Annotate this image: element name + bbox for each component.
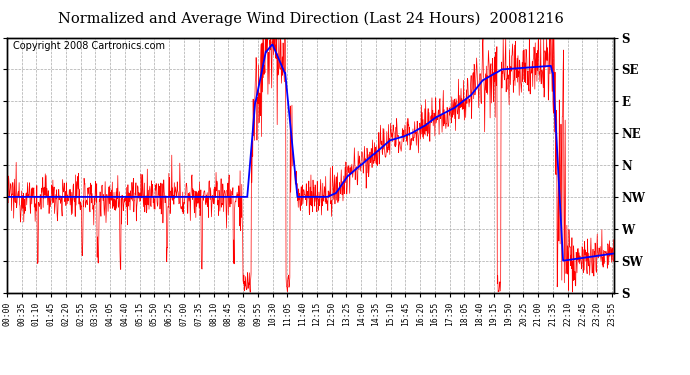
Text: Copyright 2008 Cartronics.com: Copyright 2008 Cartronics.com (13, 41, 165, 51)
Text: Normalized and Average Wind Direction (Last 24 Hours)  20081216: Normalized and Average Wind Direction (L… (57, 11, 564, 26)
